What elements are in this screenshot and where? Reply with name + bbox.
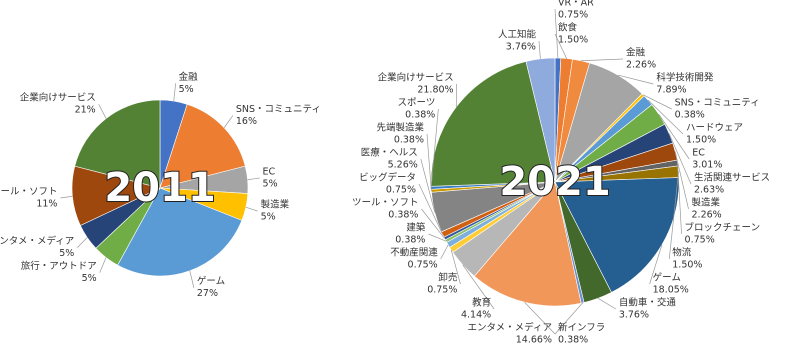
slice-value-label: 0.38%: [405, 110, 435, 121]
leader-line: [539, 41, 540, 59]
slice-value-label: 0.38%: [675, 110, 705, 121]
slice-label: 先端製造業: [376, 122, 424, 134]
leader-line: [598, 298, 616, 309]
slice-label: 不動産関連: [390, 247, 438, 259]
slice-value-label: 0.75%: [427, 285, 457, 296]
slice-value-label: 5.26%: [388, 160, 418, 171]
slice-label: 金融: [626, 47, 646, 59]
slice-value-label: 0.75%: [386, 185, 416, 196]
chart-title: 2021: [499, 159, 610, 205]
slice-value-label: 0.75%: [408, 260, 438, 271]
slice-value-label: 2.63%: [694, 185, 724, 196]
slice-value-label: 21%: [75, 105, 96, 116]
leader-line: [581, 59, 623, 61]
slice-label: 製造業: [692, 197, 721, 209]
slice-label: VR・AR: [558, 0, 594, 9]
slice-label: 科学技術開発: [656, 72, 714, 84]
chart-title: 2011: [104, 165, 215, 211]
slice-label: 金融: [179, 71, 199, 83]
slice-value-label: 4.14%: [461, 310, 491, 321]
slice-label: 卸売: [438, 272, 457, 284]
slice-label: 企業向けサービス: [378, 72, 454, 84]
slice-value-label: 16%: [236, 116, 257, 127]
slice-label: 企業向けサービス: [20, 92, 96, 104]
leader-line: [441, 245, 448, 259]
slice-value-label: 11%: [36, 198, 57, 209]
slice-label: EC: [692, 148, 705, 159]
slice-label: 製造業: [261, 199, 290, 211]
slice-label: SNS・コミュニティ: [675, 98, 760, 109]
slice-label: 新インフラ: [558, 322, 605, 334]
slice-value-label: 2.26%: [626, 60, 656, 71]
slice-label: EC: [263, 167, 276, 178]
leader-line: [174, 83, 176, 101]
slice-value-label: 3.76%: [619, 310, 649, 321]
slice-label: ビッグデータ: [359, 172, 416, 184]
slice-label: スポーツ: [398, 98, 436, 109]
slice-label: ツール・ソフト: [0, 186, 57, 197]
leader-line: [246, 207, 258, 211]
slice-value-label: 5%: [261, 212, 276, 223]
slice-label: 旅行・アウトドア: [21, 260, 97, 272]
slice-label: ツール・ソフト: [352, 198, 419, 209]
slice-label: 医療・ヘルス: [361, 147, 418, 159]
slice-label: 飲食: [558, 22, 578, 34]
leader-line: [190, 271, 194, 288]
slice-value-label: 1.50%: [672, 260, 702, 271]
slice-value-label: 7.89%: [656, 85, 686, 96]
slice-label: 物流: [672, 247, 692, 259]
slice-value-label: 21.80%: [417, 85, 453, 96]
slice-label: ゲーム: [653, 272, 681, 284]
leader-line: [427, 134, 431, 191]
leader-line: [77, 237, 87, 247]
slice-label: 教育: [472, 297, 491, 309]
slice-value-label: 1.50%: [686, 135, 716, 146]
leader-line: [60, 196, 72, 198]
slice-value-label: 5%: [179, 84, 194, 95]
slice-label: ハードウェア: [686, 123, 743, 134]
slice-value-label: 3.01%: [692, 160, 722, 171]
slice-label: ゲーム: [197, 275, 225, 287]
slice-value-label: 0.38%: [388, 210, 418, 221]
slice-label: 建築: [406, 222, 426, 234]
slice-value-label: 5%: [82, 273, 97, 284]
leader-line: [224, 115, 233, 127]
leader-line: [100, 258, 106, 273]
slice-value-label: 27%: [197, 288, 218, 299]
slice-value-label: 0.38%: [394, 135, 424, 146]
slice-label: エンタメ・メディア: [0, 235, 74, 247]
slice-label: SNS・コミュニティ: [236, 104, 321, 115]
slice-value-label: 0.38%: [395, 235, 425, 246]
slice-label: エンタメ・メディア: [467, 322, 552, 334]
slice-value-label: 14.66%: [516, 335, 552, 346]
slice-value-label: 3.76%: [506, 41, 536, 52]
slice-value-label: 5%: [59, 248, 74, 259]
slice-label: ブロックチェーン: [685, 222, 761, 234]
slice-value-label: 18.05%: [653, 285, 689, 296]
slice-value-label: 0.38%: [558, 335, 588, 346]
slice-value-label: 1.50%: [558, 35, 588, 46]
leader-line: [248, 178, 260, 180]
slice-label: 生活関連サービス: [694, 172, 770, 184]
slice-value-label: 0.75%: [685, 235, 715, 246]
slice-value-label: 0.75%: [558, 10, 588, 21]
slice-label: 自動車・交通: [619, 297, 677, 309]
slice-value-label: 5%: [263, 179, 278, 190]
leader-line: [99, 104, 106, 118]
slice-value-label: 2.26%: [692, 210, 722, 221]
slice-label: 人工知能: [498, 28, 537, 40]
